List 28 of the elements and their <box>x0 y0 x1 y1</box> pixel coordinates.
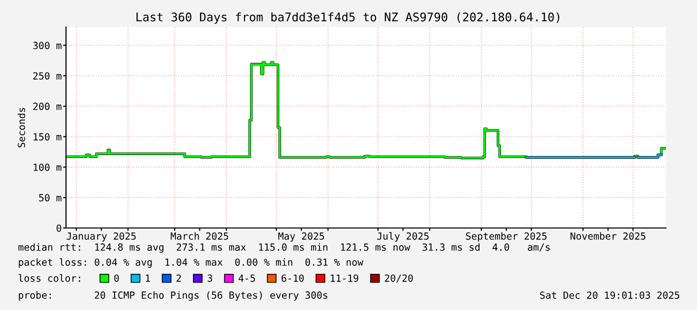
x-tick-label: July 2025 <box>377 232 429 242</box>
text: Sat Dec 20 19:01:03 2025 <box>540 291 680 299</box>
legend-label: 6-10 <box>282 274 304 282</box>
y-tick-label: 0 <box>56 224 62 232</box>
y-tick-label: 150 m <box>34 133 62 140</box>
legend-label: 2 <box>176 274 181 282</box>
legend-label: 3 <box>208 274 212 282</box>
x-tick-label: November 2025 <box>570 232 646 240</box>
text: loss color: <box>18 274 80 282</box>
y-tick-label: 100 m <box>34 164 62 171</box>
legend-label: 1 <box>146 274 150 282</box>
x-tick-label: May 2025 <box>278 232 324 242</box>
y-tick-label: 200 m <box>33 102 62 110</box>
legend-label: 4-5 <box>238 274 255 282</box>
y-tick-label: 300 m <box>33 42 62 50</box>
text: probe: 20 ICMP Echo Pings (56 Bytes) every 300s <box>18 291 328 301</box>
legend-label: 20/20 <box>384 274 413 283</box>
y-axis-title: Seconds <box>18 108 26 148</box>
x-tick-label: September 2025 <box>466 232 547 242</box>
legend-label: 11-19 <box>330 274 358 282</box>
y-tick-label: 50 m <box>39 194 62 202</box>
y-tick-label: 250 m <box>33 72 62 80</box>
text: packet loss: 0.04 % avg 1.04 % max 0.00 % min 0.31 % now <box>18 258 364 268</box>
chart-title: Last 360 Days from ba7dd3e1f4d5 to NZ AS9790 (202.180.64.10) <box>136 12 560 24</box>
text: median rtt: 124.8 ms avg 273.1 ms max 115.0 ms min 121.5 ms now 31.3 ms sd 4.0 am/s <box>18 243 550 253</box>
x-tick-label: March 2025 <box>170 232 228 240</box>
legend-label: 0 <box>114 274 119 282</box>
x-tick-label: January 2025 <box>66 232 136 242</box>
